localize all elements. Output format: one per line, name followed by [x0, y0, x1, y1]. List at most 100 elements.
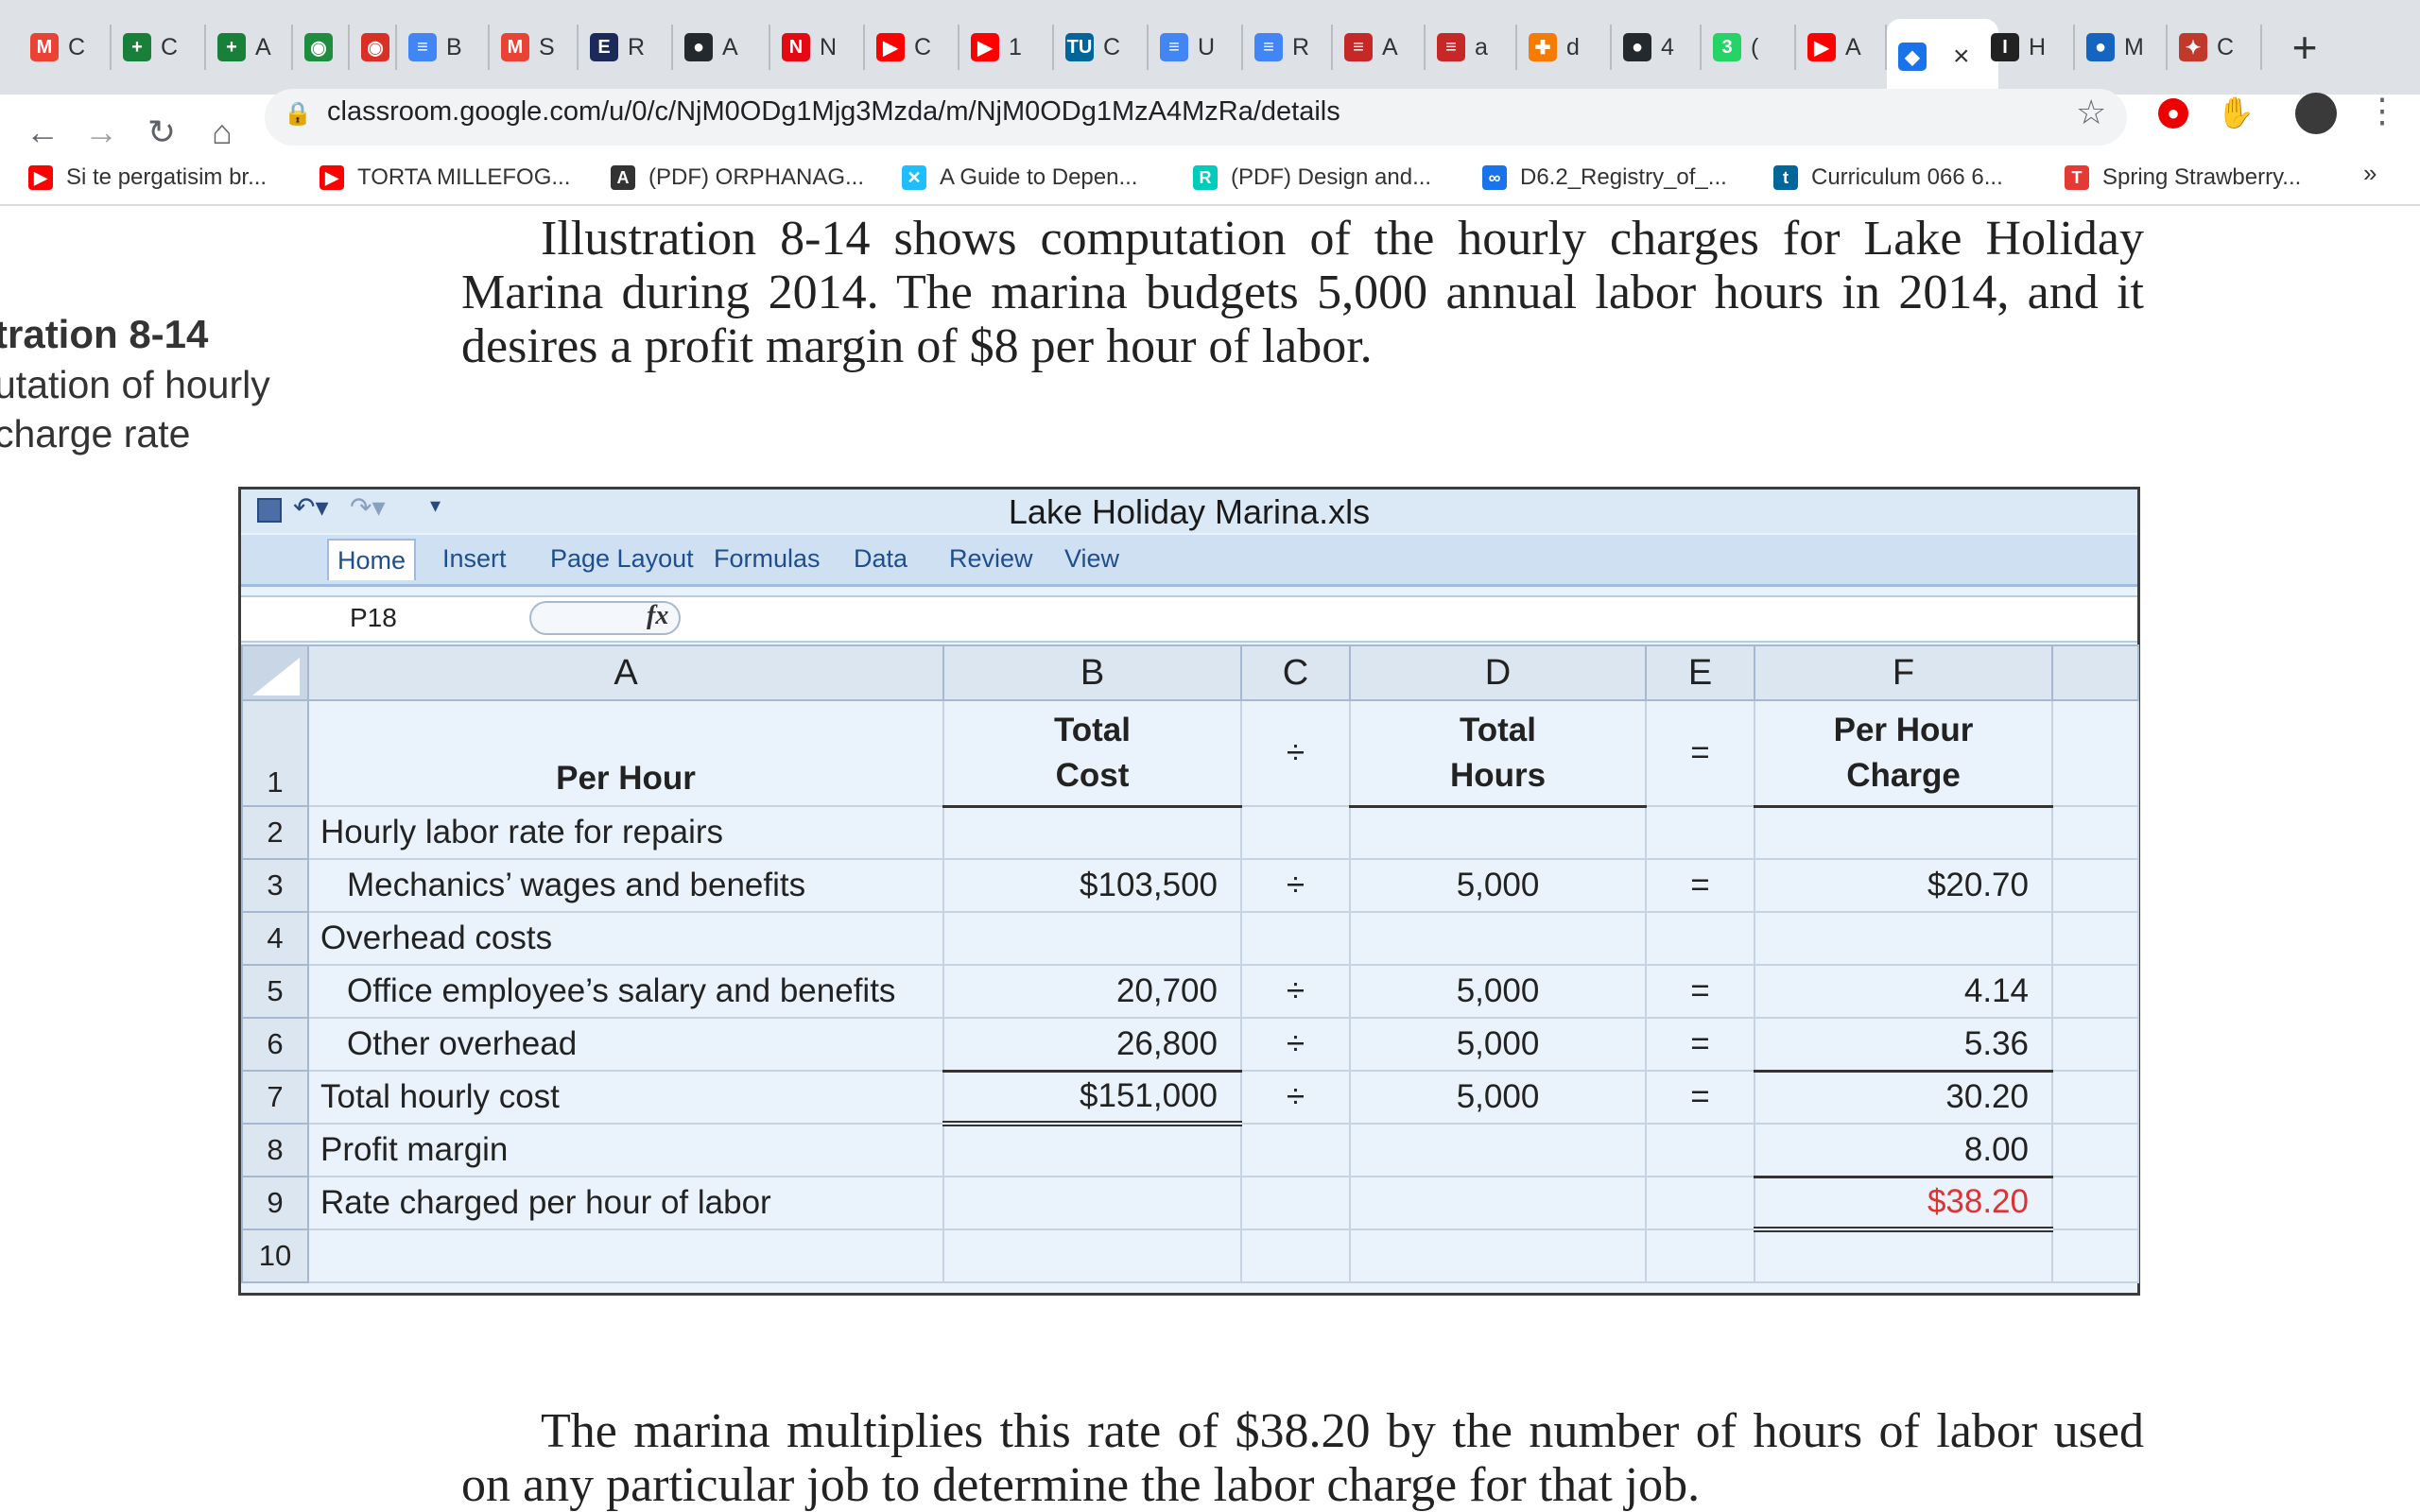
lock-icon[interactable]: 🔒 [284, 101, 312, 127]
url-text[interactable]: classroom.google.com/u/0/c/NjM0ODg1Mjg3M… [327, 96, 1340, 127]
per-hour-charge-cell[interactable]: 4.14 [1754, 964, 2053, 1019]
browser-tab[interactable]: ◆ × [1887, 19, 1998, 94]
divide-sign-cell[interactable] [1240, 805, 1351, 860]
bookmark-item[interactable]: ✕ A Guide to Depen... [902, 159, 1137, 197]
browser-tab[interactable]: 3( [1702, 25, 1796, 70]
browser-tab[interactable]: ◉ [350, 25, 397, 70]
total-cost-cell[interactable] [942, 911, 1242, 966]
insert-function-icon[interactable]: fx [647, 601, 669, 630]
profile-avatar[interactable] [2295, 93, 2337, 134]
home-button[interactable]: ⌂ [212, 112, 233, 151]
equals-sign-cell[interactable]: = [1645, 1070, 1755, 1125]
address-bar[interactable] [265, 89, 2127, 146]
equals-sign-cell[interactable] [1645, 1228, 1755, 1283]
header-equals-sign[interactable]: = [1645, 699, 1755, 807]
row-label[interactable]: Total hourly cost [307, 1070, 944, 1125]
bookmark-item[interactable]: R (PDF) Design and... [1193, 159, 1431, 197]
equals-sign-cell[interactable] [1645, 805, 1755, 860]
row-number[interactable]: 8 [241, 1123, 309, 1177]
row-number[interactable]: 2 [241, 805, 309, 860]
grid-cell[interactable] [2051, 1070, 2139, 1125]
total-hours-cell[interactable] [1349, 1176, 1647, 1230]
bookmark-item[interactable]: T Spring Strawberry... [2065, 159, 2301, 197]
customize-toolbar-icon[interactable]: ▾ [430, 493, 441, 517]
browser-tab[interactable]: ≡ R [1243, 25, 1333, 70]
per-hour-charge-cell[interactable] [1754, 911, 2053, 966]
header-total-cost[interactable]: Total Cost [942, 699, 1242, 808]
back-button[interactable]: ← [26, 112, 60, 151]
name-box[interactable]: P18 [350, 603, 397, 632]
equals-sign-cell[interactable] [1645, 911, 1755, 966]
browser-tab[interactable]: ✚ d [1517, 25, 1612, 70]
per-hour-charge-cell[interactable]: 8.00 [1754, 1123, 2053, 1178]
ribbon-tab-review[interactable]: Review [949, 544, 1033, 573]
grid-cell[interactable] [2051, 911, 2139, 966]
header-per-hour-charge[interactable]: Per Hour Charge [1754, 699, 2053, 808]
equals-sign-cell[interactable] [1645, 1176, 1755, 1230]
row-number[interactable]: 6 [241, 1017, 309, 1072]
grid-cell[interactable] [2051, 1017, 2139, 1072]
grid-cell[interactable] [2051, 1176, 2139, 1230]
column-header-e[interactable]: E [1645, 644, 1755, 701]
grid-cell[interactable] [2051, 964, 2139, 1019]
total-hours-cell[interactable] [1349, 1228, 1647, 1283]
hand-extension-icon[interactable]: ✋ [2217, 95, 2255, 129]
row-label[interactable]: Mechanics’ wages and benefits [307, 858, 944, 913]
redo-icon[interactable]: ↷▾ [350, 492, 386, 522]
forward-button[interactable]: → [84, 112, 118, 151]
browser-tab[interactable]: + C [112, 25, 206, 70]
ribbon-tab-home[interactable]: Home [327, 539, 416, 580]
column-header-extra[interactable] [2051, 644, 2139, 701]
per-hour-charge-cell[interactable] [1754, 1228, 2053, 1283]
bookmark-item[interactable]: ▶ TORTA MILLEFOG... [320, 159, 570, 197]
divide-sign-cell[interactable] [1240, 1228, 1351, 1283]
column-header-c[interactable]: C [1240, 644, 1351, 701]
column-header-a[interactable]: A [307, 644, 944, 701]
row-label[interactable]: Office employee’s salary and benefits [307, 964, 944, 1019]
row-label[interactable] [307, 1228, 944, 1283]
browser-tab[interactable]: ▶ 1 [959, 25, 1054, 70]
browser-menu-icon[interactable]: ⋮ [2365, 91, 2399, 129]
save-icon[interactable] [257, 498, 282, 523]
grid-cell[interactable] [2051, 1123, 2139, 1177]
total-hours-cell[interactable]: 5,000 [1349, 1070, 1647, 1125]
total-cost-cell[interactable]: 20,700 [942, 964, 1242, 1019]
total-cost-cell[interactable] [942, 1228, 1242, 1283]
divide-sign-cell[interactable] [1240, 911, 1351, 966]
bookmark-item[interactable]: ∞ D6.2_Registry_of_... [1482, 159, 1727, 197]
browser-tab[interactable]: ≡ B [397, 25, 490, 70]
browser-tab[interactable]: ▶ A [1796, 25, 1887, 70]
equals-sign-cell[interactable]: = [1645, 964, 1755, 1019]
ribbon-tab-page-layout[interactable]: Page Layout [550, 544, 694, 573]
divide-sign-cell[interactable]: ÷ [1240, 1070, 1351, 1125]
browser-tab[interactable]: ✦ C [2168, 25, 2262, 70]
browser-tab[interactable]: ● 4 [1612, 25, 1702, 70]
total-hours-cell[interactable]: 5,000 [1349, 964, 1647, 1019]
per-hour-charge-cell[interactable]: $20.70 [1754, 858, 2053, 913]
select-all-button[interactable] [241, 644, 309, 701]
per-hour-charge-cell[interactable]: $38.20 [1754, 1176, 2053, 1232]
undo-icon[interactable]: ↶▾ [293, 492, 329, 522]
browser-tab[interactable]: ● A [673, 25, 770, 70]
total-hours-cell[interactable] [1349, 1123, 1647, 1177]
column-header-b[interactable]: B [942, 644, 1242, 701]
row-label[interactable]: Rate charged per hour of labor [307, 1176, 944, 1230]
total-hours-cell[interactable]: 5,000 [1349, 858, 1647, 913]
total-cost-cell[interactable]: 26,800 [942, 1017, 1242, 1073]
equals-sign-cell[interactable]: = [1645, 858, 1755, 913]
equals-sign-cell[interactable] [1645, 1123, 1755, 1177]
browser-tab[interactable]: TU C [1054, 25, 1149, 70]
row-number[interactable]: 3 [241, 858, 309, 913]
total-hours-cell[interactable] [1349, 805, 1647, 860]
new-tab-button[interactable]: + [2291, 23, 2318, 72]
grid-cell[interactable] [2051, 858, 2139, 913]
ribbon-tab-formulas[interactable]: Formulas [714, 544, 821, 573]
browser-tab[interactable]: ≡ A [1333, 25, 1426, 70]
browser-tab[interactable]: ▶ C [865, 25, 959, 70]
total-cost-cell[interactable] [942, 1123, 1242, 1177]
total-cost-cell[interactable] [942, 1176, 1242, 1230]
